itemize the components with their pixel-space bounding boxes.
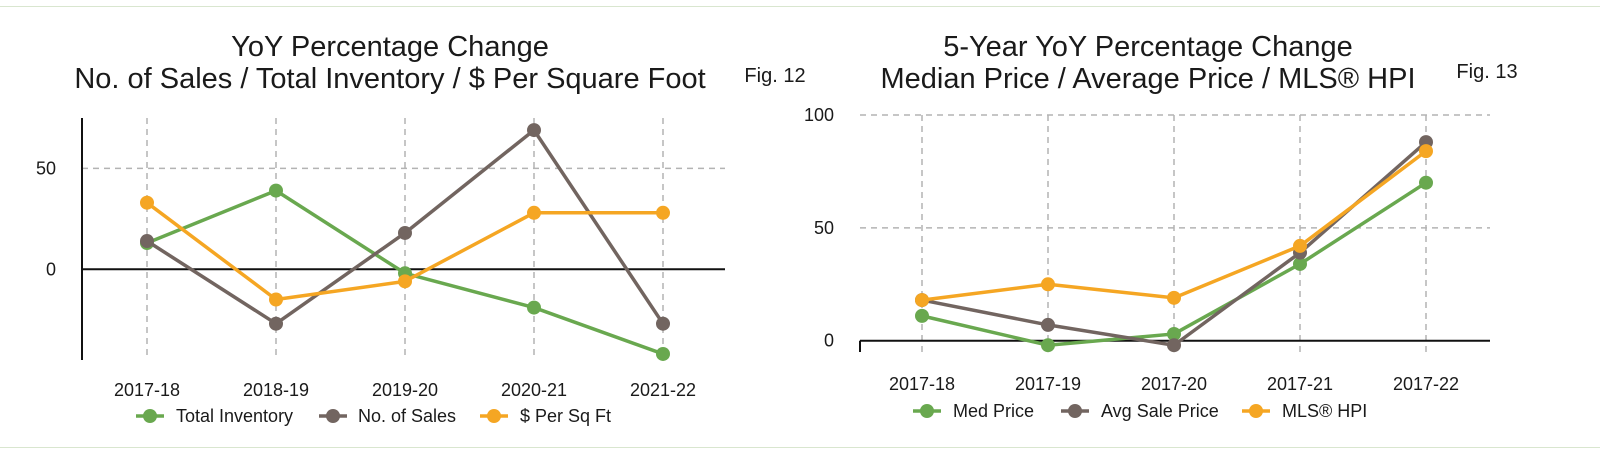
chart1-series-1-point: [656, 346, 670, 361]
chart2-legend-swatch-dot: [1249, 404, 1263, 418]
chart1-ytick-label: 50: [36, 158, 56, 178]
chart2-series-3-point: [1041, 277, 1055, 292]
chart2-series-1-point: [1293, 256, 1307, 271]
chart1-xtick-label: 2021-22: [630, 380, 696, 400]
chart2-subtitle: Median Price / Average Price / MLS® HPI: [881, 63, 1416, 95]
chart1-legend-label: No. of Sales: [358, 406, 456, 426]
chart2-ytick-label: 100: [804, 105, 834, 125]
chart1-series-2-point: [527, 123, 541, 138]
chart2-ytick-label: 0: [824, 331, 834, 351]
chart2-legend-label: Med Price: [953, 401, 1034, 421]
chart2-legend-swatch-dot: [920, 404, 934, 418]
chart1-legend-swatch-dot: [326, 409, 340, 423]
chart1-ytick-label: 0: [46, 259, 56, 279]
chart2-series-1-point: [1419, 175, 1433, 190]
chart2-plot: 0 50 100 2017-18 2017-19 2017-20 2017-21 2017-2…: [804, 105, 1490, 421]
chart1-series-1-point: [269, 183, 283, 198]
chart2-title: 5-Year YoY Percentage Change: [943, 31, 1353, 63]
chart1-series-3-point: [527, 205, 541, 220]
chart1-series-2-point: [398, 225, 412, 240]
chart2-series-1-point: [915, 308, 929, 323]
chart2-xtick-label: 2017-22: [1393, 374, 1459, 394]
chart1-series-2-point: [656, 316, 670, 331]
chart2-legend-label: Avg Sale Price: [1101, 401, 1219, 421]
chart2-series-3-point: [915, 293, 929, 308]
bottom-divider: [0, 447, 1600, 448]
chart1-series-1-point: [527, 300, 541, 315]
chart1-xtick-label: 2018-19: [243, 380, 309, 400]
chart2-figure-label: Fig. 13: [1456, 61, 1517, 83]
top-divider: [0, 6, 1600, 7]
chart2-series-3-point: [1167, 290, 1181, 305]
chart2-ytick-label: 50: [814, 218, 834, 238]
chart1-legend-label: $ Per Sq Ft: [520, 406, 611, 426]
chart2-legend-label: MLS® HPI: [1282, 401, 1367, 421]
chart2-series-2-point: [1041, 317, 1055, 332]
chart1-series-2-point: [269, 316, 283, 331]
chart1-subtitle: No. of Sales / Total Inventory / $ Per S…: [74, 63, 705, 95]
chart1-series-3-point: [398, 274, 412, 289]
chart2-xtick-label: 2017-20: [1141, 374, 1207, 394]
chart1-series-3-point: [656, 205, 670, 220]
chart2-xtick-label: 2017-19: [1015, 374, 1081, 394]
chart2-series-3-point: [1293, 238, 1307, 253]
chart1-legend-label: Total Inventory: [176, 406, 293, 426]
chart1-plot: 0 50 2017-18 2018-19 2019-20 2020-21 2021-22 To…: [36, 118, 725, 426]
chart1-figure-label: Fig. 12: [744, 65, 805, 87]
chart2-xtick-label: 2017-18: [889, 374, 955, 394]
chart2-xtick-label: 2017-21: [1267, 374, 1333, 394]
chart1-xtick-label: 2019-20: [372, 380, 438, 400]
chart2-series-1-point: [1041, 338, 1055, 353]
chart1-series-2-point: [140, 234, 154, 249]
chart1-series-3-point: [140, 195, 154, 210]
chart2-series-2-point: [1167, 338, 1181, 353]
chart1-legend-swatch-dot: [487, 409, 501, 423]
chart1-series-3-point: [269, 292, 283, 307]
chart1-xtick-label: 2017-18: [114, 380, 180, 400]
chart2-series-3-point: [1419, 144, 1433, 159]
chart2-series-1-point: [1167, 326, 1181, 341]
chart2-legend-swatch-dot: [1068, 404, 1082, 418]
chart1-xtick-label: 2020-21: [501, 380, 567, 400]
chart1-title: YoY Percentage Change: [231, 31, 549, 63]
chart1-legend-swatch-dot: [143, 409, 157, 423]
